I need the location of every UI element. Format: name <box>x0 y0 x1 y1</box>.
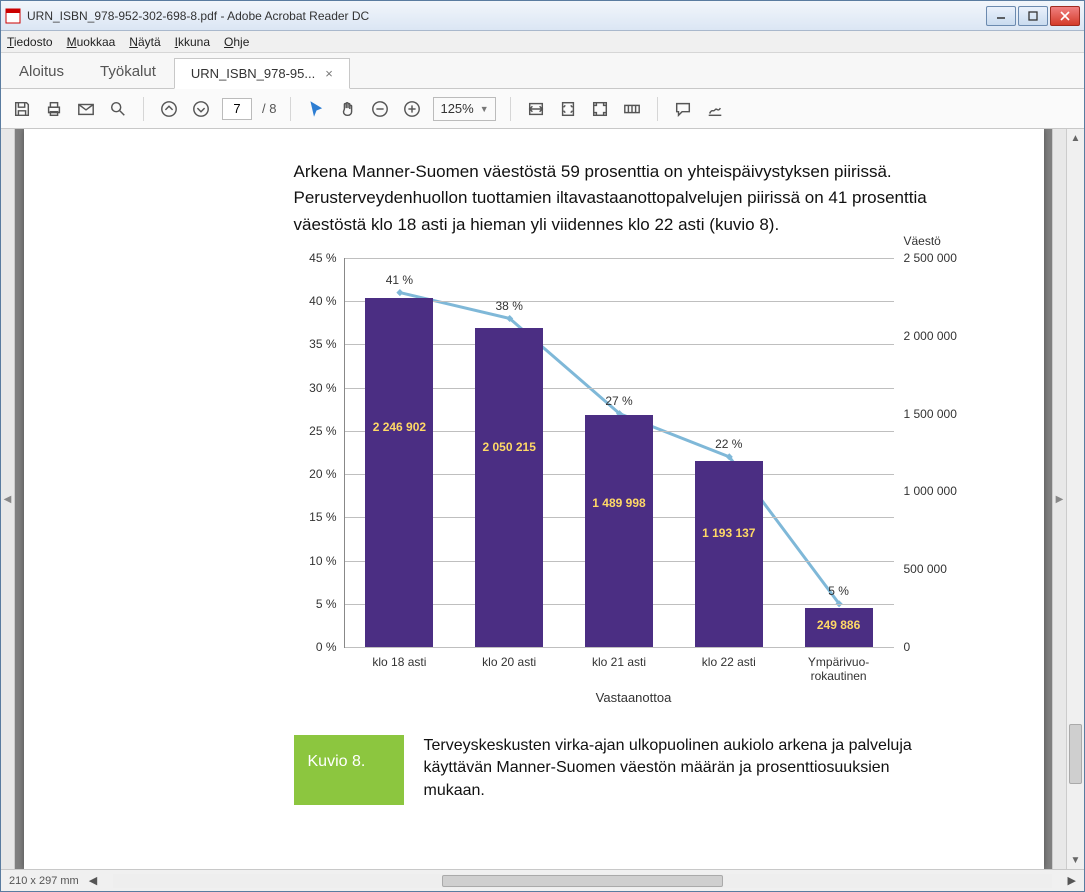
y-left-tick: 30 % <box>309 381 344 395</box>
save-icon[interactable] <box>11 98 33 120</box>
x-tick-label: klo 20 asti <box>482 647 536 669</box>
mail-icon[interactable] <box>75 98 97 120</box>
hscroll-thumb[interactable] <box>442 875 724 887</box>
x-tick-label: klo 22 asti <box>702 647 756 669</box>
menu-file[interactable]: Tiedosto <box>7 35 53 49</box>
statusbar: 210 x 297 mm ◀ ▶ <box>1 869 1084 891</box>
search-icon[interactable] <box>107 98 129 120</box>
line-value-label: 5 % <box>828 584 849 598</box>
x-tick-label: klo 18 asti <box>372 647 426 669</box>
bar-value-label: 249 886 <box>817 618 860 632</box>
sign-icon[interactable] <box>704 98 726 120</box>
y-right-tick: 1 000 000 <box>894 484 957 498</box>
bar: 1 193 137 <box>695 461 763 647</box>
titlebar: URN_ISBN_978-952-302-698-8.pdf - Adobe A… <box>1 1 1084 31</box>
print-icon[interactable] <box>43 98 65 120</box>
bar-value-label: 1 489 998 <box>592 496 645 510</box>
y-left-tick: 0 % <box>316 640 345 654</box>
bar-value-label: 2 050 215 <box>482 440 535 454</box>
app-icon <box>5 8 21 24</box>
app-window: URN_ISBN_978-952-302-698-8.pdf - Adobe A… <box>0 0 1085 892</box>
y-left-tick: 45 % <box>309 251 344 265</box>
menu-edit[interactable]: Muokkaa <box>67 35 116 49</box>
y-left-tick: 20 % <box>309 467 344 481</box>
pdf-page: Arkena Manner-Suomen väestöstä 59 prosen… <box>24 129 1044 869</box>
vertical-scrollbar[interactable]: ▲ ▼ <box>1066 129 1084 869</box>
page-down-icon[interactable] <box>190 98 212 120</box>
y-left-tick: 40 % <box>309 294 344 308</box>
y-right-title: Väestö <box>894 234 941 248</box>
pointer-icon[interactable] <box>305 98 327 120</box>
y-right-tick: 1 500 000 <box>894 407 957 421</box>
read-mode-icon[interactable] <box>621 98 643 120</box>
bar-value-label: 1 193 137 <box>702 526 755 540</box>
tab-close-icon[interactable]: × <box>325 66 333 81</box>
chart: Väestö 0 %5 %10 %15 %20 %25 %30 %35 %40 … <box>284 258 984 705</box>
maximize-button[interactable] <box>1018 6 1048 26</box>
line-value-label: 38 % <box>496 299 523 313</box>
y-left-tick: 10 % <box>309 554 344 568</box>
x-tick-label: Ympärivuo-rokautinen <box>808 647 869 683</box>
figure-caption: Kuvio 8. Terveyskeskusten virka-ajan ulk… <box>294 735 984 805</box>
menu-help[interactable]: Ohje <box>224 35 249 49</box>
y-right-tick: 2 000 000 <box>894 329 957 343</box>
caption-badge: Kuvio 8. <box>294 735 404 805</box>
x-axis-title: Vastaanottoa <box>284 690 984 705</box>
left-rail[interactable]: ◀ <box>1 129 15 869</box>
bar-value-label: 2 246 902 <box>373 420 426 434</box>
page-size-label: 210 x 297 mm <box>9 875 79 887</box>
scroll-up-icon[interactable]: ▲ <box>1067 129 1084 147</box>
fullscreen-icon[interactable] <box>589 98 611 120</box>
scroll-thumb[interactable] <box>1069 724 1082 784</box>
x-tick-label: klo 21 asti <box>592 647 646 669</box>
caption-text: Terveyskeskusten virka-ajan ulkopuolinen… <box>424 735 944 802</box>
menu-window[interactable]: Ikkuna <box>175 35 210 49</box>
y-right-tick: 0 <box>894 640 911 654</box>
zoom-select[interactable]: 125% ▼ <box>433 97 495 121</box>
page-number-input[interactable] <box>222 98 252 120</box>
tab-document-label: URN_ISBN_978-95... <box>191 66 315 81</box>
y-right-tick: 500 000 <box>894 562 947 576</box>
y-left-tick: 35 % <box>309 337 344 351</box>
y-left-tick: 15 % <box>309 510 344 524</box>
fit-width-icon[interactable] <box>525 98 547 120</box>
page-up-icon[interactable] <box>158 98 180 120</box>
tabstrip: Aloitus Työkalut URN_ISBN_978-95... × <box>1 53 1084 89</box>
close-button[interactable] <box>1050 6 1080 26</box>
bar: 2 050 215 <box>475 328 543 647</box>
hscroll-right-icon[interactable]: ▶ <box>1068 874 1076 887</box>
comment-icon[interactable] <box>672 98 694 120</box>
horizontal-scrollbar[interactable] <box>113 874 1051 888</box>
line-value-label: 22 % <box>715 437 742 451</box>
zoom-value: 125% <box>440 101 473 116</box>
paragraph-text: Arkena Manner-Suomen väestöstä 59 prosen… <box>294 159 934 238</box>
fit-page-icon[interactable] <box>557 98 579 120</box>
page-total: / 8 <box>262 101 276 116</box>
page-viewport[interactable]: Arkena Manner-Suomen väestöstä 59 prosen… <box>15 129 1052 869</box>
window-title: URN_ISBN_978-952-302-698-8.pdf - Adobe A… <box>27 9 986 23</box>
content-area: ◀ Arkena Manner-Suomen väestöstä 59 pros… <box>1 129 1084 869</box>
minimize-button[interactable] <box>986 6 1016 26</box>
bar: 2 246 902 <box>365 298 433 647</box>
tab-tools[interactable]: Työkalut <box>82 55 174 88</box>
menu-view[interactable]: Näytä <box>129 35 160 49</box>
zoom-out-icon[interactable] <box>369 98 391 120</box>
caret-down-icon: ▼ <box>480 104 489 114</box>
toolbar: / 8 125% ▼ <box>1 89 1084 129</box>
scroll-down-icon[interactable]: ▼ <box>1067 851 1084 869</box>
bar: 249 886 <box>805 608 873 647</box>
line-value-label: 41 % <box>386 273 413 287</box>
hscroll-left-icon[interactable]: ◀ <box>89 874 97 887</box>
line-value-label: 27 % <box>605 394 632 408</box>
y-right-tick: 2 500 000 <box>894 251 957 265</box>
tab-document[interactable]: URN_ISBN_978-95... × <box>174 58 350 89</box>
hand-icon[interactable] <box>337 98 359 120</box>
zoom-in-icon[interactable] <box>401 98 423 120</box>
y-left-tick: 5 % <box>316 597 345 611</box>
right-rail[interactable]: ▶ <box>1052 129 1066 869</box>
bar: 1 489 998 <box>585 415 653 647</box>
tab-home[interactable]: Aloitus <box>1 55 82 88</box>
y-left-tick: 25 % <box>309 424 344 438</box>
menubar: Tiedosto Muokkaa Näytä Ikkuna Ohje <box>1 31 1084 53</box>
